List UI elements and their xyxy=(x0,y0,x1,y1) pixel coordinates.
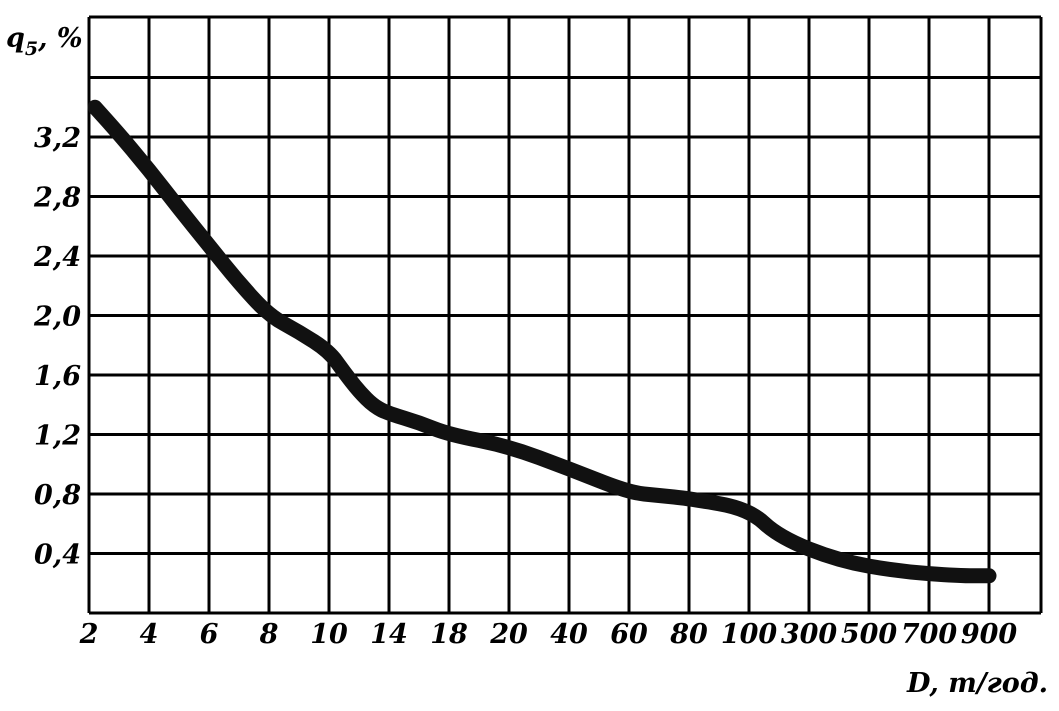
y-tick-label: 0,4 xyxy=(34,540,81,571)
x-tick-label: 10 xyxy=(310,619,348,650)
x-tick-label: 2 xyxy=(79,619,99,650)
x-tick-label: 6 xyxy=(200,619,219,650)
x-tick-label: 80 xyxy=(669,619,708,650)
x-tick-label: 300 xyxy=(781,619,838,650)
x-tick-label: 4 xyxy=(140,619,159,650)
x-tick-label: 100 xyxy=(721,619,778,650)
x-tick-label: 60 xyxy=(610,619,648,650)
x-tick-label: 500 xyxy=(841,619,898,650)
y-tick-label: 1,6 xyxy=(34,361,81,392)
y-tick-label: 0,8 xyxy=(34,480,81,511)
series-line xyxy=(87,99,997,584)
x-tick-label: 8 xyxy=(259,619,279,650)
x-tick-label: 20 xyxy=(489,619,528,650)
x-tick-label: 40 xyxy=(550,619,588,650)
y-tick-label: 2,4 xyxy=(33,242,81,273)
grid xyxy=(87,15,1043,615)
x-axis-label: D, т/год. xyxy=(906,668,1048,699)
y-tick-label: 2,8 xyxy=(33,183,81,214)
x-tick-labels: 2 4 6 8 10 14 18 20 40 60 80 100 300 500 700 900 xyxy=(79,619,1018,650)
data-series xyxy=(87,99,997,584)
x-tick-label: 900 xyxy=(961,619,1018,650)
x-tick-label: 700 xyxy=(901,619,958,650)
y-tick-label: 1,2 xyxy=(34,421,81,452)
y-tick-label: 2,0 xyxy=(33,302,81,333)
y-tick-labels: 0,4 0,8 1,2 1,6 2,0 2,4 2,8 3,2 xyxy=(33,123,81,571)
x-tick-label: 14 xyxy=(370,619,408,650)
x-tick-label: 18 xyxy=(430,619,468,650)
y-axis-label: q5, % xyxy=(6,23,83,60)
y-tick-label: 3,2 xyxy=(34,123,81,154)
